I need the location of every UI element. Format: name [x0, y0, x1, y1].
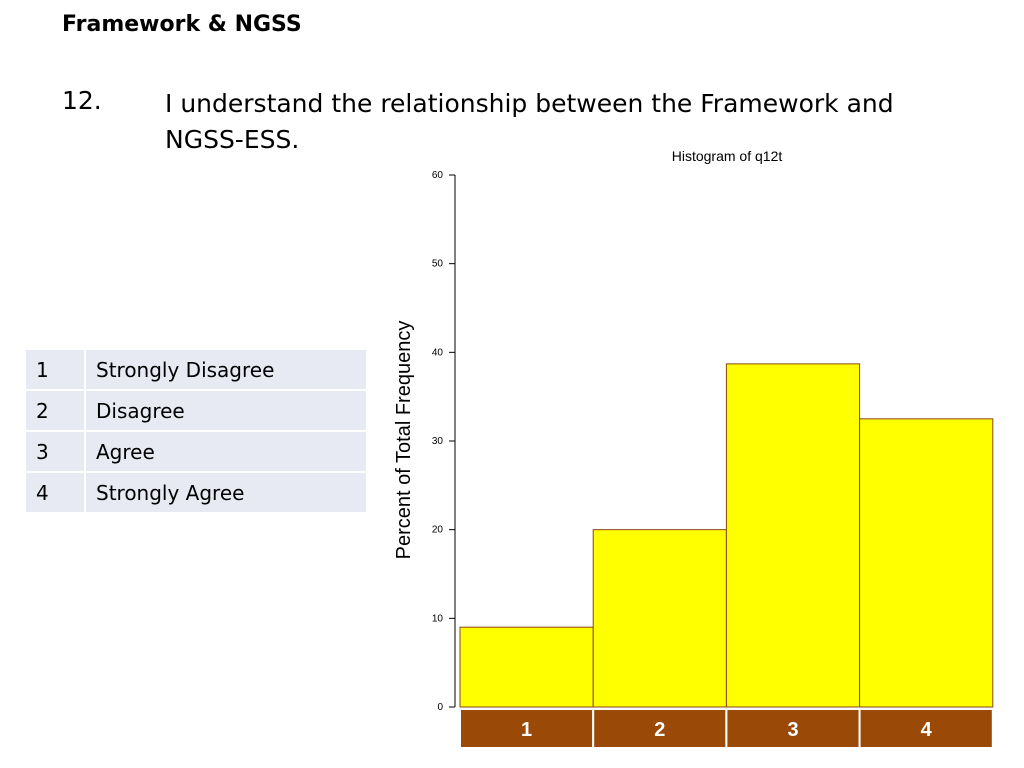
y-tick-label: 30	[432, 436, 444, 447]
bars-group	[459, 363, 994, 708]
scale-row: 4 Strongly Agree	[26, 473, 366, 514]
scale-row: 2 Disagree	[26, 391, 366, 432]
histogram-bar	[592, 529, 727, 708]
histogram-bar	[459, 626, 594, 708]
y-axis-label: Percent of Total Frequency	[393, 321, 415, 560]
question-number: 12.	[62, 86, 102, 115]
question-text: I understand the relationship between th…	[165, 89, 894, 154]
category-label: 2	[654, 719, 665, 741]
y-tick-label: 50	[432, 259, 444, 270]
scale-legend-table: 1 Strongly Disagree 2 Disagree 3 Agree 4…	[26, 350, 366, 514]
scale-row: 1 Strongly Disagree	[26, 350, 366, 391]
y-tick-label: 10	[432, 613, 444, 624]
category-band: 1 2 3 4	[459, 708, 994, 749]
histogram-bar	[859, 418, 994, 708]
scale-value: 2	[26, 391, 86, 432]
scale-label: Strongly Disagree	[86, 350, 366, 391]
y-tick-label: 0	[437, 702, 443, 713]
slide-heading: Framework & NGSS	[62, 12, 302, 37]
scale-value: 4	[26, 473, 86, 514]
y-axis: 0 10 20 30 40 50 60	[432, 170, 456, 713]
y-tick-label: 60	[432, 170, 444, 181]
chart-title: Histogram of q12t	[672, 148, 783, 164]
y-tick-label: 20	[432, 525, 444, 536]
scale-label: Disagree	[86, 391, 366, 432]
scale-label: Agree	[86, 432, 366, 473]
category-label: 4	[921, 719, 933, 741]
scale-value: 1	[26, 350, 86, 391]
y-tick-label: 40	[432, 347, 444, 358]
histogram-bar	[725, 363, 861, 708]
scale-value: 3	[26, 432, 86, 473]
category-cell	[858, 708, 994, 749]
scale-row: 3 Agree	[26, 432, 366, 473]
category-label: 1	[521, 719, 532, 741]
category-label: 3	[787, 719, 798, 741]
histogram-chart: Histogram of q12t Percent of Total Frequ…	[393, 148, 994, 749]
scale-label: Strongly Agree	[86, 473, 366, 514]
